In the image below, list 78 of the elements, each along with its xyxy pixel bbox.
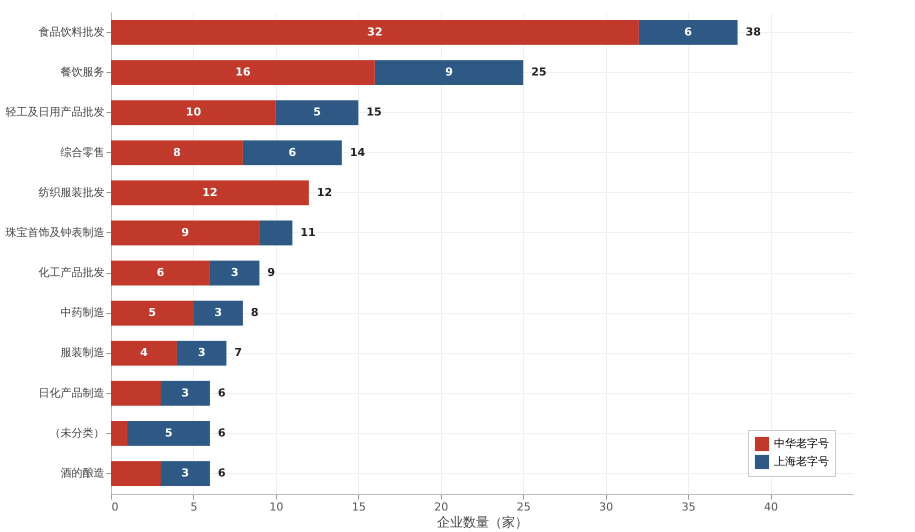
data-label: 4 [140,346,148,360]
bar [111,60,375,85]
y-tick-label: 服装制造 [60,346,104,360]
x-tick-label: 30 [599,500,614,514]
bar [111,100,276,126]
bar [127,421,210,446]
data-label: 8 [173,146,181,159]
y-tick-label: 餐饮服务 [60,66,104,79]
total-label: 6 [218,426,226,440]
bar [210,260,260,286]
data-label: 16 [235,66,251,79]
data-label: 12 [202,186,218,199]
total-label: 6 [218,386,226,400]
legend-label: 中华老字号 [774,437,829,450]
bar [111,140,243,166]
bar [111,380,160,406]
bar [160,380,210,406]
data-label: 32 [367,25,382,38]
bar [160,461,210,486]
data-label: 3 [198,346,206,360]
total-label: 6 [218,466,226,480]
data-label: 10 [186,106,202,119]
y-tick-label: 化工产品批发 [38,266,104,280]
y-tick-label: 食品饮料批发 [38,25,104,38]
bar [111,340,177,366]
y-tick-label: 纺织服装批发 [38,186,104,199]
data-label: 9 [445,66,453,79]
data-label: 6 [288,146,297,159]
y-tick-label: 珠宝首饰及钟表制造 [6,226,104,239]
x-tick-label: 35 [682,500,696,514]
data-label: 9 [181,226,190,239]
bar [276,100,358,126]
bar [111,20,639,45]
total-label: 9 [267,266,276,280]
x-tick-label: 10 [269,500,284,514]
total-label: 15 [366,106,382,119]
x-tick-label: 5 [190,500,198,514]
total-label: 38 [746,25,761,38]
data-label: 3 [214,306,222,320]
total-label: 14 [350,146,366,159]
x-tick-label: 40 [764,500,778,514]
x-tick-label: 20 [434,500,448,514]
total-label: 8 [250,306,259,320]
bar [242,140,342,166]
data-label: 3 [181,466,190,480]
total-label: 12 [316,186,332,199]
data-label: 6 [684,25,692,38]
data-label: 3 [230,266,238,280]
bar [193,300,243,326]
bar [111,421,128,446]
bar [111,300,194,326]
y-tick-label: 轻工及日用产品批发 [6,106,104,119]
y-tick-label: 中药制造 [60,306,104,320]
bar [111,180,309,206]
y-tick-label: 综合零售 [60,146,104,159]
bar [111,461,160,486]
data-label: 3 [181,386,190,400]
y-tick-label: （未分类） [50,426,104,440]
bar [374,60,524,85]
bar [111,220,260,246]
total-label: 7 [234,346,242,360]
y-tick-label: 酒的酿造 [60,466,104,480]
bar [111,260,210,286]
data-label: 6 [156,266,165,280]
y-tick-label: 日化产品制造 [38,386,104,400]
x-tick-label: 0 [112,500,118,514]
legend-label: 上海老字号 [774,455,829,468]
total-label: 25 [531,66,547,79]
x-tick-label: 25 [516,500,531,514]
data-label: 5 [148,306,156,320]
bar [259,220,292,246]
data-label: 5 [313,106,321,119]
bar [638,20,738,45]
x-tick-label: 15 [352,500,366,514]
x-axis-title: 企业数量（家） [437,514,528,530]
bar [176,340,226,366]
data-label: 5 [164,426,173,440]
total-label: 11 [300,226,316,239]
